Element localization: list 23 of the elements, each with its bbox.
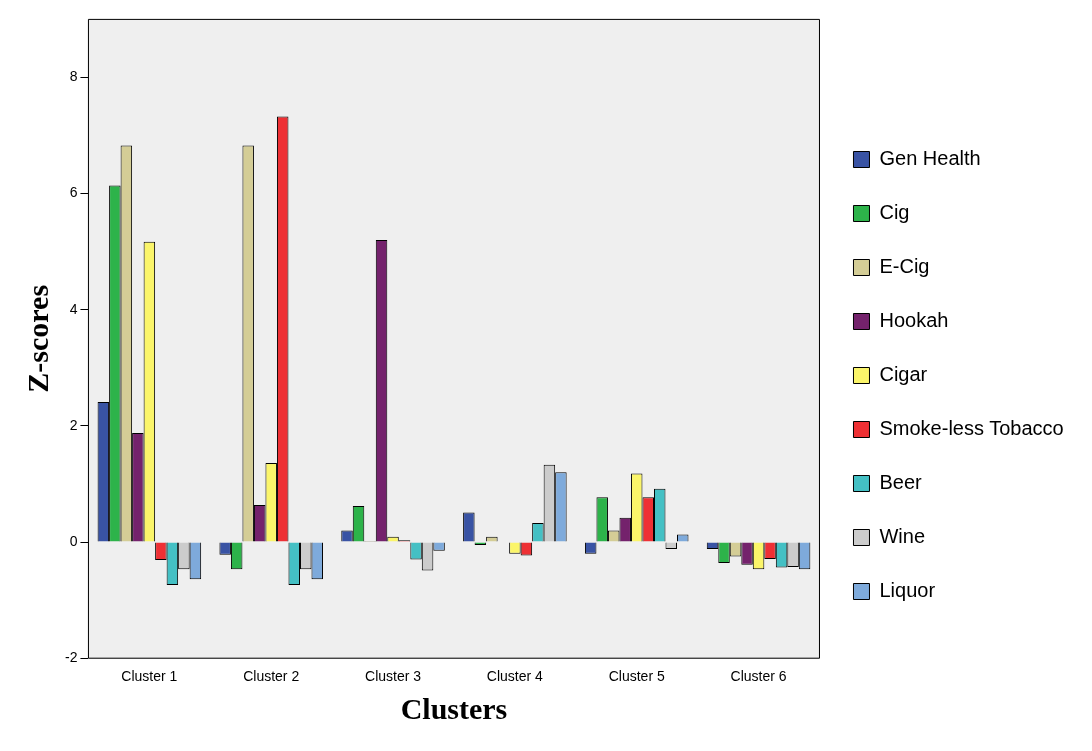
legend-label: Wine	[879, 525, 926, 548]
legend-label: Hookah	[879, 309, 949, 332]
legend-label: Smoke-less Tobacco	[879, 417, 1064, 440]
y-axis-title: Z-scores	[20, 284, 54, 393]
legend-label: Liquor	[879, 579, 936, 602]
y-tick-label: 6	[69, 184, 78, 201]
x-axis-title: Clusters	[400, 691, 508, 725]
y-tick-label: 0	[69, 532, 78, 549]
legend-label: Gen Health	[879, 147, 981, 170]
legend-label: Cigar	[879, 363, 928, 386]
x-tick-label: Cluster 3	[365, 668, 422, 685]
x-tick-label: Cluster 6	[730, 668, 787, 685]
legend-label: E-Cig	[879, 255, 930, 278]
legend-label: Beer	[879, 471, 923, 494]
y-tick-label: -2	[65, 649, 78, 666]
x-tick-label: Cluster 4	[486, 668, 544, 685]
legend-label: Cig	[879, 201, 910, 224]
y-tick-label: 4	[69, 300, 78, 317]
x-tick-label: Cluster 1	[121, 668, 178, 685]
y-tick-label: 8	[69, 68, 78, 85]
y-tick-label: 2	[69, 416, 78, 433]
x-tick-label: Cluster 2	[243, 668, 300, 685]
x-tick-label: Cluster 5	[608, 668, 665, 685]
